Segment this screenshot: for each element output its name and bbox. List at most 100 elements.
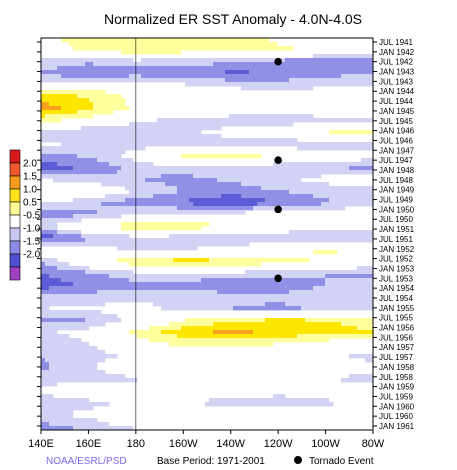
anomaly-cell	[289, 322, 294, 327]
anomaly-cell	[57, 366, 62, 371]
anomaly-cell	[181, 182, 186, 187]
anomaly-cell	[321, 66, 326, 71]
anomaly-cell	[53, 346, 58, 351]
y-tick-label: JAN 1949	[379, 186, 415, 195]
anomaly-cell	[197, 170, 202, 175]
anomaly-cell	[181, 130, 186, 135]
anomaly-cell	[365, 306, 370, 311]
anomaly-cell	[253, 306, 258, 311]
anomaly-cell	[237, 74, 242, 79]
anomaly-cell	[321, 78, 326, 83]
anomaly-cell	[57, 138, 62, 143]
anomaly-cell	[85, 282, 90, 287]
anomaly-cell	[257, 114, 262, 119]
anomaly-cell	[77, 270, 82, 275]
anomaly-cell	[317, 182, 322, 187]
anomaly-cell	[257, 290, 262, 295]
anomaly-cell	[93, 314, 98, 319]
anomaly-cell	[221, 78, 226, 83]
anomaly-cell	[165, 58, 170, 63]
anomaly-cell	[157, 42, 162, 47]
anomaly-cell	[313, 162, 318, 167]
anomaly-cell	[113, 242, 118, 247]
anomaly-cell	[189, 298, 194, 303]
anomaly-cell	[53, 398, 58, 403]
anomaly-cell	[241, 278, 246, 283]
anomaly-cell	[133, 210, 138, 215]
anomaly-cell	[125, 206, 130, 211]
anomaly-cell	[189, 290, 194, 295]
anomaly-cell	[121, 282, 126, 287]
anomaly-cell	[333, 170, 338, 175]
anomaly-cell	[205, 210, 210, 215]
anomaly-cell	[365, 130, 370, 135]
anomaly-cell	[257, 194, 262, 199]
anomaly-cell	[113, 78, 118, 83]
anomaly-cell	[209, 198, 214, 203]
anomaly-cell	[201, 222, 206, 227]
anomaly-cell	[101, 238, 106, 243]
anomaly-cell	[221, 282, 226, 287]
anomaly-cell	[53, 286, 58, 291]
anomaly-cell	[65, 242, 70, 247]
anomaly-cell	[309, 234, 314, 239]
anomaly-cell	[133, 70, 138, 75]
anomaly-cell	[361, 326, 366, 331]
anomaly-cell	[165, 178, 170, 183]
anomaly-cell	[261, 298, 266, 303]
anomaly-cell	[185, 210, 190, 215]
y-tick-label: JAN 1945	[379, 107, 415, 116]
anomaly-cell	[149, 262, 154, 267]
anomaly-cell	[81, 178, 86, 183]
anomaly-cell	[201, 242, 206, 247]
anomaly-cell	[325, 278, 330, 283]
anomaly-cell	[73, 162, 78, 167]
anomaly-cell	[181, 334, 186, 339]
anomaly-cell	[149, 70, 154, 75]
anomaly-cell	[109, 174, 114, 179]
anomaly-cell	[257, 338, 262, 343]
anomaly-cell	[69, 110, 74, 115]
anomaly-cell	[221, 58, 226, 63]
anomaly-cell	[325, 306, 330, 311]
anomaly-cell	[305, 118, 310, 123]
anomaly-cell	[341, 62, 346, 67]
anomaly-cell	[101, 58, 106, 63]
anomaly-cell	[357, 202, 362, 207]
anomaly-cell	[365, 230, 370, 235]
anomaly-cell	[173, 226, 178, 231]
anomaly-cell	[313, 290, 318, 295]
anomaly-cell	[125, 286, 130, 291]
anomaly-cell	[69, 150, 74, 155]
anomaly-cell	[257, 178, 262, 183]
anomaly-cell	[61, 130, 66, 135]
anomaly-cell	[53, 278, 58, 283]
anomaly-cell	[125, 50, 130, 55]
anomaly-cell	[93, 126, 98, 131]
anomaly-cell	[229, 302, 234, 307]
anomaly-cell	[53, 218, 58, 223]
anomaly-cell	[49, 410, 54, 415]
anomaly-cell	[225, 334, 230, 339]
anomaly-cell	[177, 338, 182, 343]
anomaly-cell	[85, 294, 90, 299]
y-tick-label: JAN 1952	[379, 245, 415, 254]
anomaly-cell	[329, 302, 334, 307]
anomaly-cell	[121, 106, 126, 111]
anomaly-cell	[61, 242, 66, 247]
anomaly-cell	[193, 286, 198, 291]
anomaly-cell	[189, 42, 194, 47]
anomaly-cell	[53, 358, 58, 363]
anomaly-cell	[161, 238, 166, 243]
anomaly-cell	[197, 258, 202, 263]
anomaly-cell	[297, 298, 302, 303]
anomaly-cell	[321, 322, 326, 327]
anomaly-cell	[309, 194, 314, 199]
anomaly-cell	[81, 38, 86, 43]
anomaly-cell	[141, 298, 146, 303]
anomaly-cell	[305, 142, 310, 147]
anomaly-cell	[53, 234, 58, 239]
anomaly-cell	[321, 238, 326, 243]
anomaly-cell	[217, 82, 222, 87]
anomaly-cell	[69, 338, 74, 343]
